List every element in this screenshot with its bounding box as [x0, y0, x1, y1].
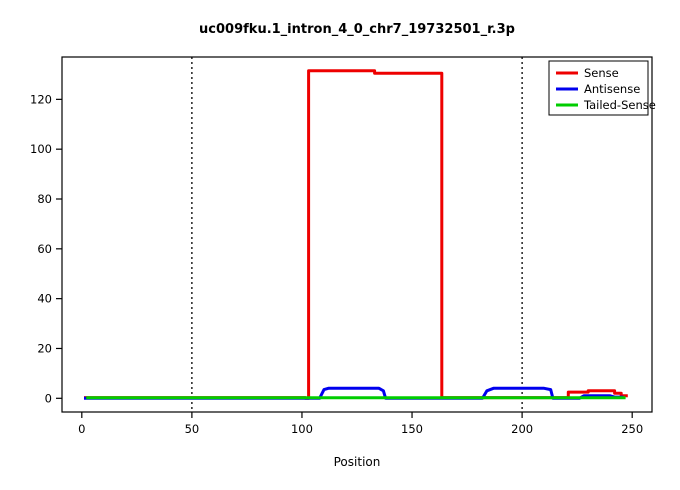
series-line-sense — [84, 69, 628, 400]
legend-label-tailed-sense: Tailed-Sense — [583, 98, 656, 112]
x-tick-label: 200 — [511, 422, 533, 436]
x-tick-label: 0 — [78, 422, 85, 436]
y-tick-label: 60 — [37, 242, 52, 256]
legend-label-antisense: Antisense — [584, 82, 640, 96]
x-tick-label: 150 — [401, 422, 423, 436]
x-tick-label: 50 — [185, 422, 200, 436]
y-tick-label: 20 — [37, 341, 52, 355]
y-tick-label: 80 — [37, 192, 52, 206]
chart-title: uc009fku.1_intron_4_0_chr7_19732501_r.3p — [199, 22, 515, 37]
x-axis-label: Position — [333, 455, 381, 469]
y-tick-label: 120 — [30, 92, 52, 106]
y-tick-label: 100 — [30, 142, 52, 156]
x-tick-label: 100 — [291, 422, 313, 436]
y-tick-label: 40 — [37, 292, 52, 306]
plot-frame — [61, 56, 653, 413]
x-tick-label: 250 — [621, 422, 643, 436]
legend-label-sense: Sense — [584, 66, 619, 80]
series-line-antisense — [84, 386, 624, 400]
y-tick-label: 0 — [45, 391, 52, 405]
